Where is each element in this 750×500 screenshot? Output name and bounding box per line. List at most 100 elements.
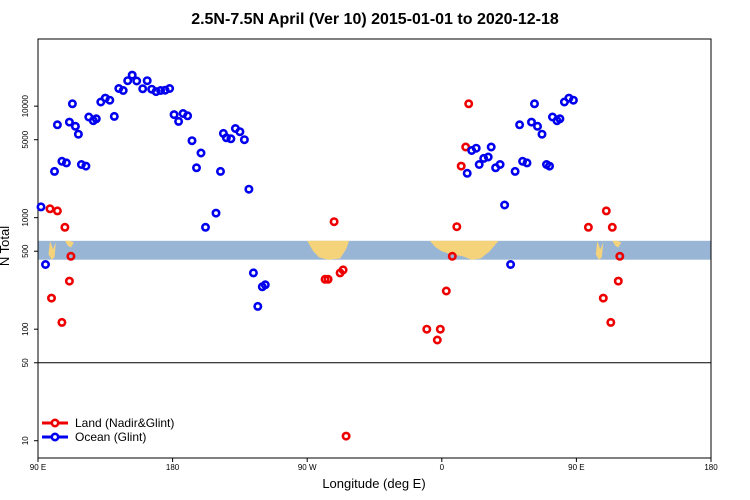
ocean-point [244,184,254,194]
ocean-strip [38,240,711,260]
map-band [38,240,711,260]
land-point [441,286,451,296]
land-point [456,161,466,171]
ocean-point [67,99,77,109]
land-point [432,335,442,345]
land-point [338,265,348,275]
ocean-point [169,110,179,120]
ocean-point [192,163,202,173]
x-axis: 90 E 180 90 W 0 90 E 180 [30,458,718,472]
ocean-point [522,158,532,168]
ocean-point [70,121,80,131]
ocean-point [526,117,536,127]
ocean-point [529,99,539,109]
ocean-point [151,87,161,97]
legend-label: Land (Nadir&Glint) [75,416,174,430]
ocean-point [142,76,152,86]
y-tick-label: 100 [21,322,30,336]
data-points [36,70,625,441]
ocean-point [471,143,481,153]
ocean-point [506,259,516,269]
land-point [583,222,593,232]
ocean-point [165,84,175,94]
legend-marker [50,432,60,442]
y-axis-label: N Total [0,226,12,266]
ocean-point [537,129,547,139]
land-point [613,276,623,286]
land-shape [595,240,604,260]
ocean-point [109,111,119,121]
x-tick-label: 90 W [298,463,317,472]
x-axis-label: Longitude (deg E) [322,476,425,491]
x-tick-label: 180 [704,463,718,472]
land-point [57,317,67,327]
ocean-point [132,76,142,86]
ocean-point [211,208,221,218]
x-tick-label: 0 [440,463,445,472]
ocean-point [201,222,211,232]
x-tick-label: 90 E [30,463,46,472]
ocean-point [260,280,270,290]
y-tick-label: 5000 [21,130,30,148]
ocean-point [40,259,50,269]
land-point [598,293,608,303]
chart-title: 2.5N-7.5N April (Ver 10) 2015-01-01 to 2… [191,11,559,28]
land-point [341,431,351,441]
ocean-point [226,134,236,144]
land-shape [64,240,74,248]
ocean-point [118,86,128,96]
ocean-point [253,301,263,311]
ocean-point [156,86,166,96]
land-shape [612,240,622,248]
ocean-point [138,84,148,94]
land-point [60,222,70,232]
land-point [323,274,333,284]
ocean-point [36,202,46,212]
legend-marker [50,418,60,428]
ocean-point [239,135,249,145]
ocean-point [518,156,528,166]
ocean-point [474,160,484,170]
ocean-point [568,95,578,105]
plot-frame [37,38,712,459]
ocean-point [495,160,505,170]
ocean-point [49,166,59,176]
land-point [45,204,55,214]
ocean-point [515,120,525,130]
ocean-point [105,95,115,105]
x-tick-label: 90 E [568,463,584,472]
ocean-point [479,153,489,163]
ocean-point [81,161,91,171]
y-axis: 10 50 100 500 1000 5000 10000 [21,94,38,445]
land-point [64,276,74,286]
ocean-point [196,148,206,158]
land-point [447,251,457,261]
ocean-point [64,117,74,127]
land-point [52,206,62,216]
x-tick-label: 180 [166,463,180,472]
land-point [615,251,625,261]
land-point [607,222,617,232]
y-tick-label: 10 [21,436,30,445]
ocean-point [91,114,101,124]
ocean-point [544,161,554,171]
ocean-point [532,121,542,131]
ocean-point [483,152,493,162]
land-point [46,293,56,303]
land-point [464,99,474,109]
land-point [66,251,76,261]
land-shape [429,240,499,260]
ocean-point [221,133,231,143]
ocean-point [235,127,245,137]
land-point [601,206,611,216]
y-tick-label: 500 [21,244,30,258]
ocean-point [555,114,565,124]
legend: Land (Nadir&Glint)Ocean (Glint) [42,416,174,444]
ocean-point [52,120,62,130]
y-tick-label: 50 [21,358,30,367]
y-tick-label: 1000 [21,208,30,226]
ocean-point [510,166,520,176]
land-point [435,324,445,334]
ocean-point [123,76,133,86]
ocean-point [216,166,226,176]
